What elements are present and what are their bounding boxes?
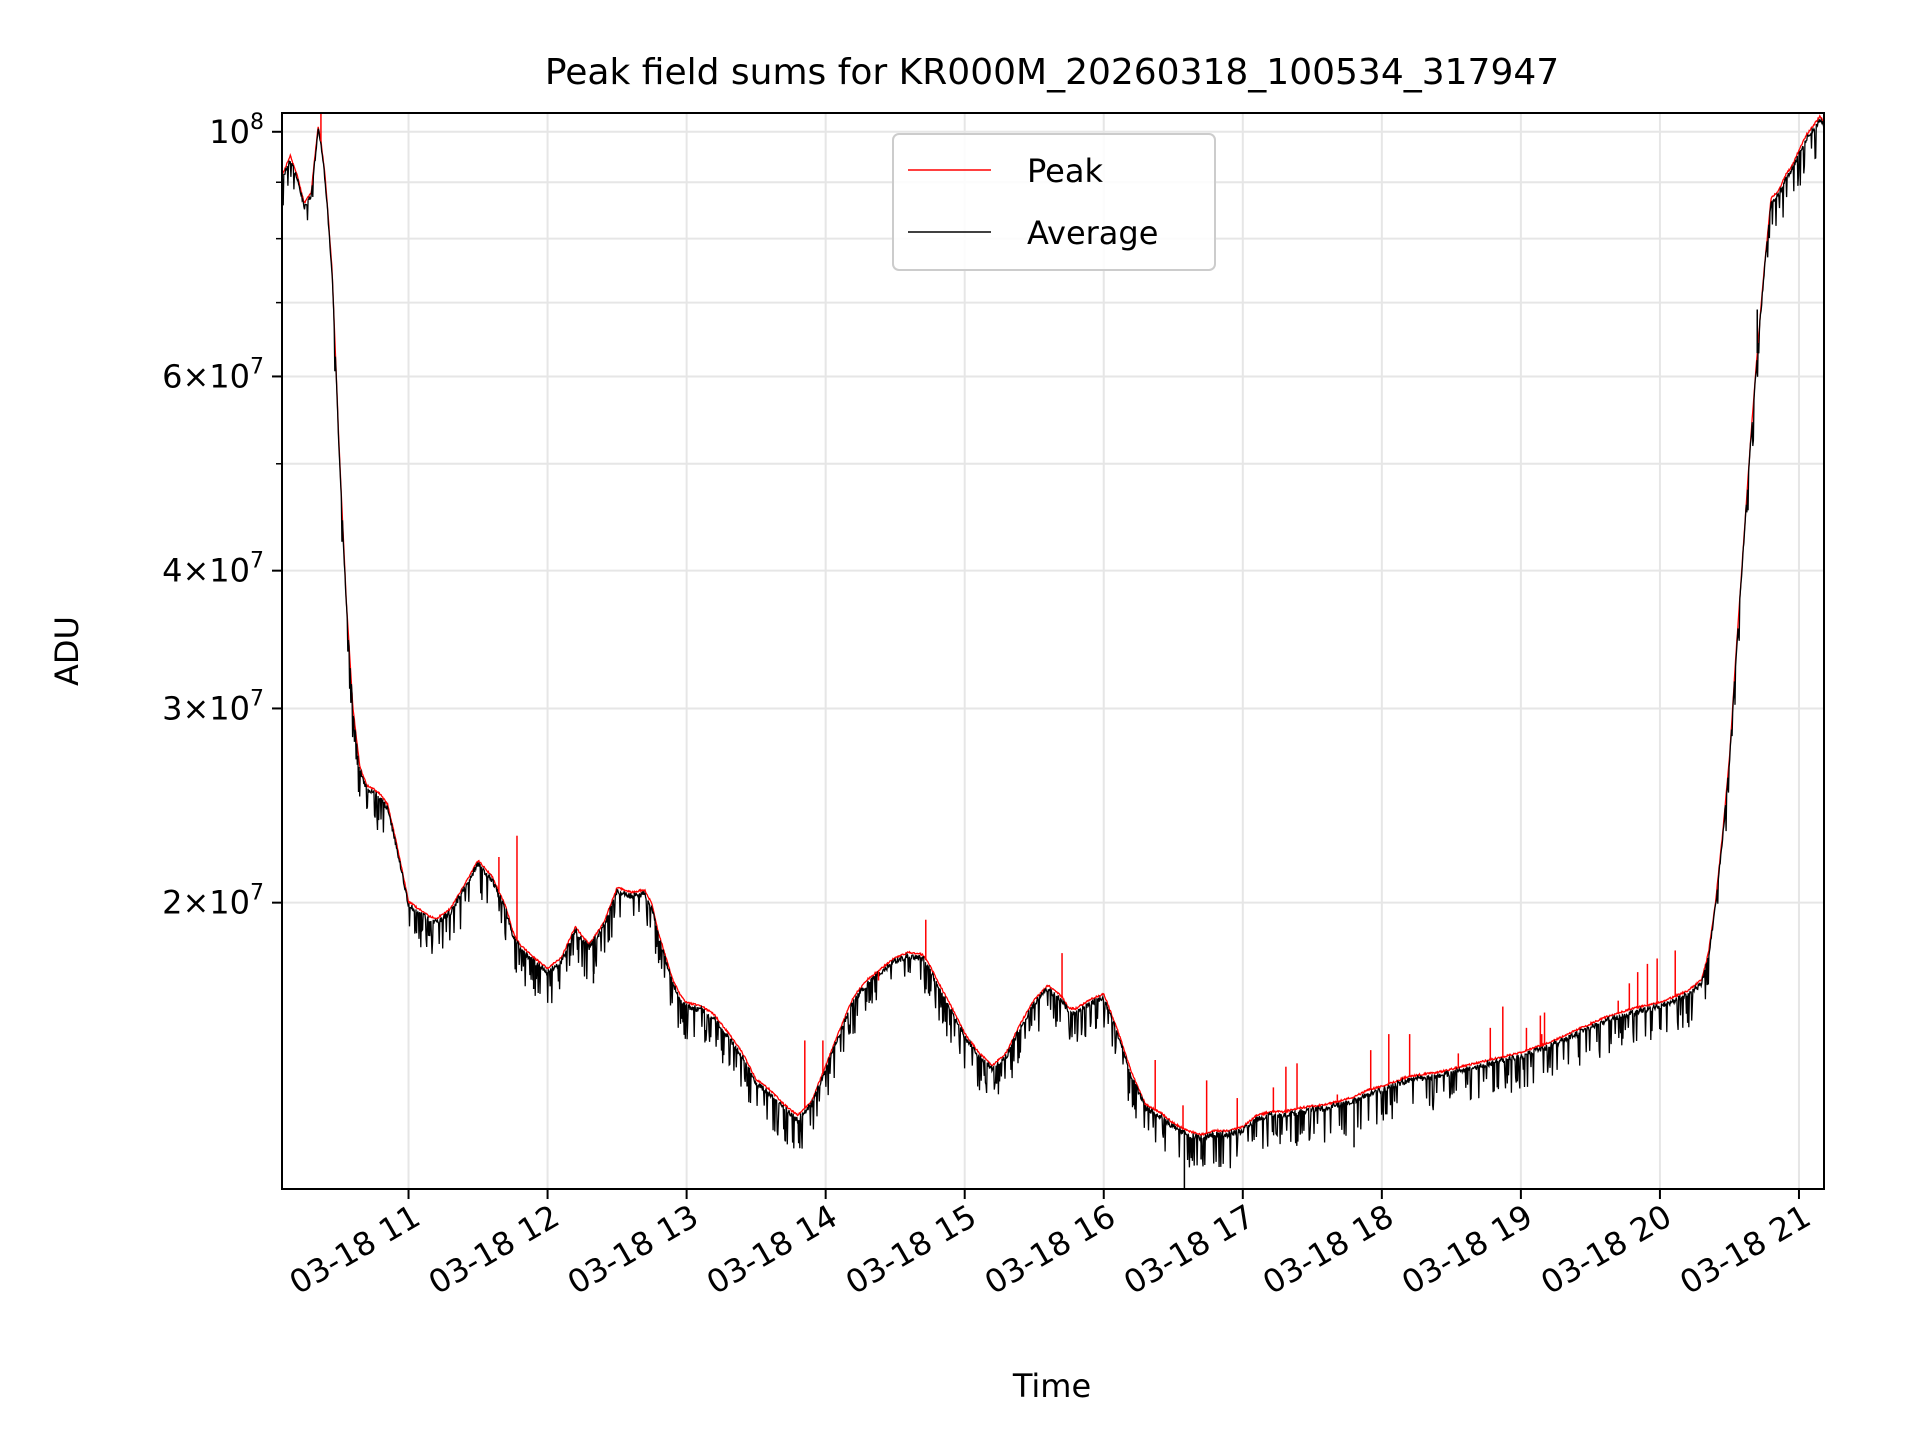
x-axis-label: Time [1012, 1367, 1091, 1405]
plot-series [281, 113, 1825, 1189]
legend-box [892, 133, 1216, 271]
y-axis-label: ADU [48, 616, 86, 686]
grid [282, 113, 1824, 1189]
chart-title: Peak field sums for KR000M_20260318_1005… [545, 52, 1559, 93]
y-tick-label: 3×107 [162, 686, 264, 727]
series-line-peak [281, 114, 1825, 1137]
series-line-average [281, 117, 1825, 1169]
y-tick-label: 6×107 [162, 354, 264, 395]
legend-label-average: Average [1027, 214, 1158, 252]
y-axis-ticks: 2×107 3×107 4×107 6×107 108 [162, 110, 282, 922]
peak-spikes [320, 113, 1759, 1189]
legend: Peak Average [892, 133, 1216, 271]
y-tick-label: 4×107 [162, 549, 264, 590]
y-tick-label: 2×107 [162, 881, 264, 922]
legend-label-peak: Peak [1027, 152, 1103, 190]
plot-area-frame [281, 112, 1825, 1190]
y-tick-label: 108 [209, 110, 264, 151]
